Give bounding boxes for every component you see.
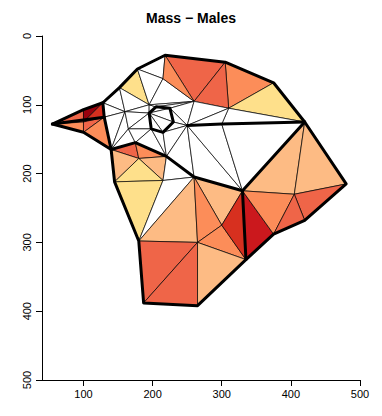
- svg-text:300: 300: [213, 388, 231, 400]
- svg-text:500: 500: [21, 371, 33, 389]
- svg-text:Mass − Males: Mass − Males: [146, 10, 236, 26]
- svg-text:400: 400: [21, 302, 33, 320]
- svg-text:300: 300: [21, 233, 33, 251]
- svg-text:400: 400: [282, 388, 300, 400]
- svg-text:0: 0: [21, 33, 33, 39]
- svg-text:100: 100: [21, 96, 33, 114]
- svg-text:500: 500: [351, 388, 369, 400]
- svg-text:200: 200: [143, 388, 161, 400]
- svg-text:100: 100: [74, 388, 92, 400]
- svg-text:200: 200: [21, 164, 33, 182]
